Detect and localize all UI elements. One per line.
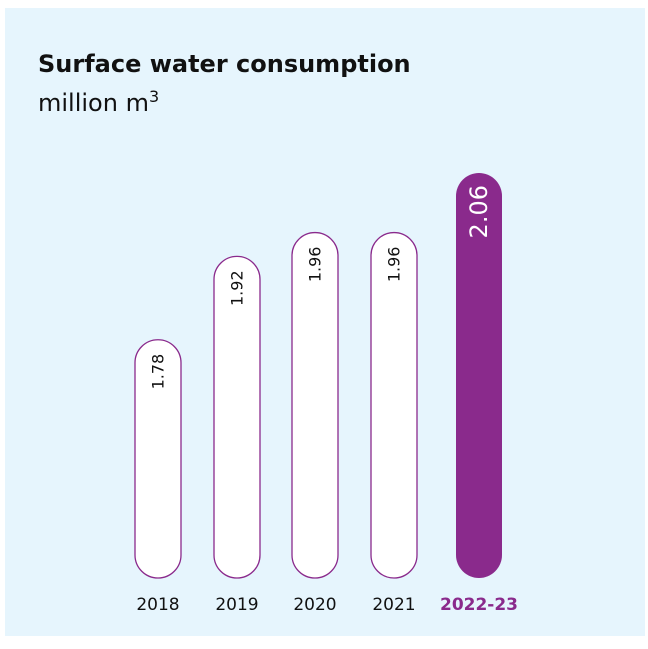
value-label-2018: 1.78 [149,354,168,390]
x-tick-label-2022-23: 2022-23 [440,595,518,615]
x-tick-label-2020: 2020 [293,595,336,615]
value-label-2019: 1.92 [228,270,247,306]
bar-2018 [134,339,182,579]
chart-subtitle-text: million m [38,89,149,117]
chart-subtitle: million m3 [38,87,160,118]
bar-2021 [370,231,418,579]
bar-2020 [291,231,339,579]
x-tick-label-2019: 2019 [215,595,258,615]
x-tick-label-2018: 2018 [136,595,179,615]
chart-subtitle-superscript: 3 [148,87,160,106]
value-label-2021: 1.96 [385,247,404,283]
bar-2019 [213,255,261,579]
value-label-2020: 1.96 [306,247,325,283]
bar-2022-23 [456,173,502,578]
chart-title: Surface water consumption [38,50,411,78]
value-label-2022-23: 2.06 [465,185,493,238]
x-tick-label-2021: 2021 [372,595,415,615]
